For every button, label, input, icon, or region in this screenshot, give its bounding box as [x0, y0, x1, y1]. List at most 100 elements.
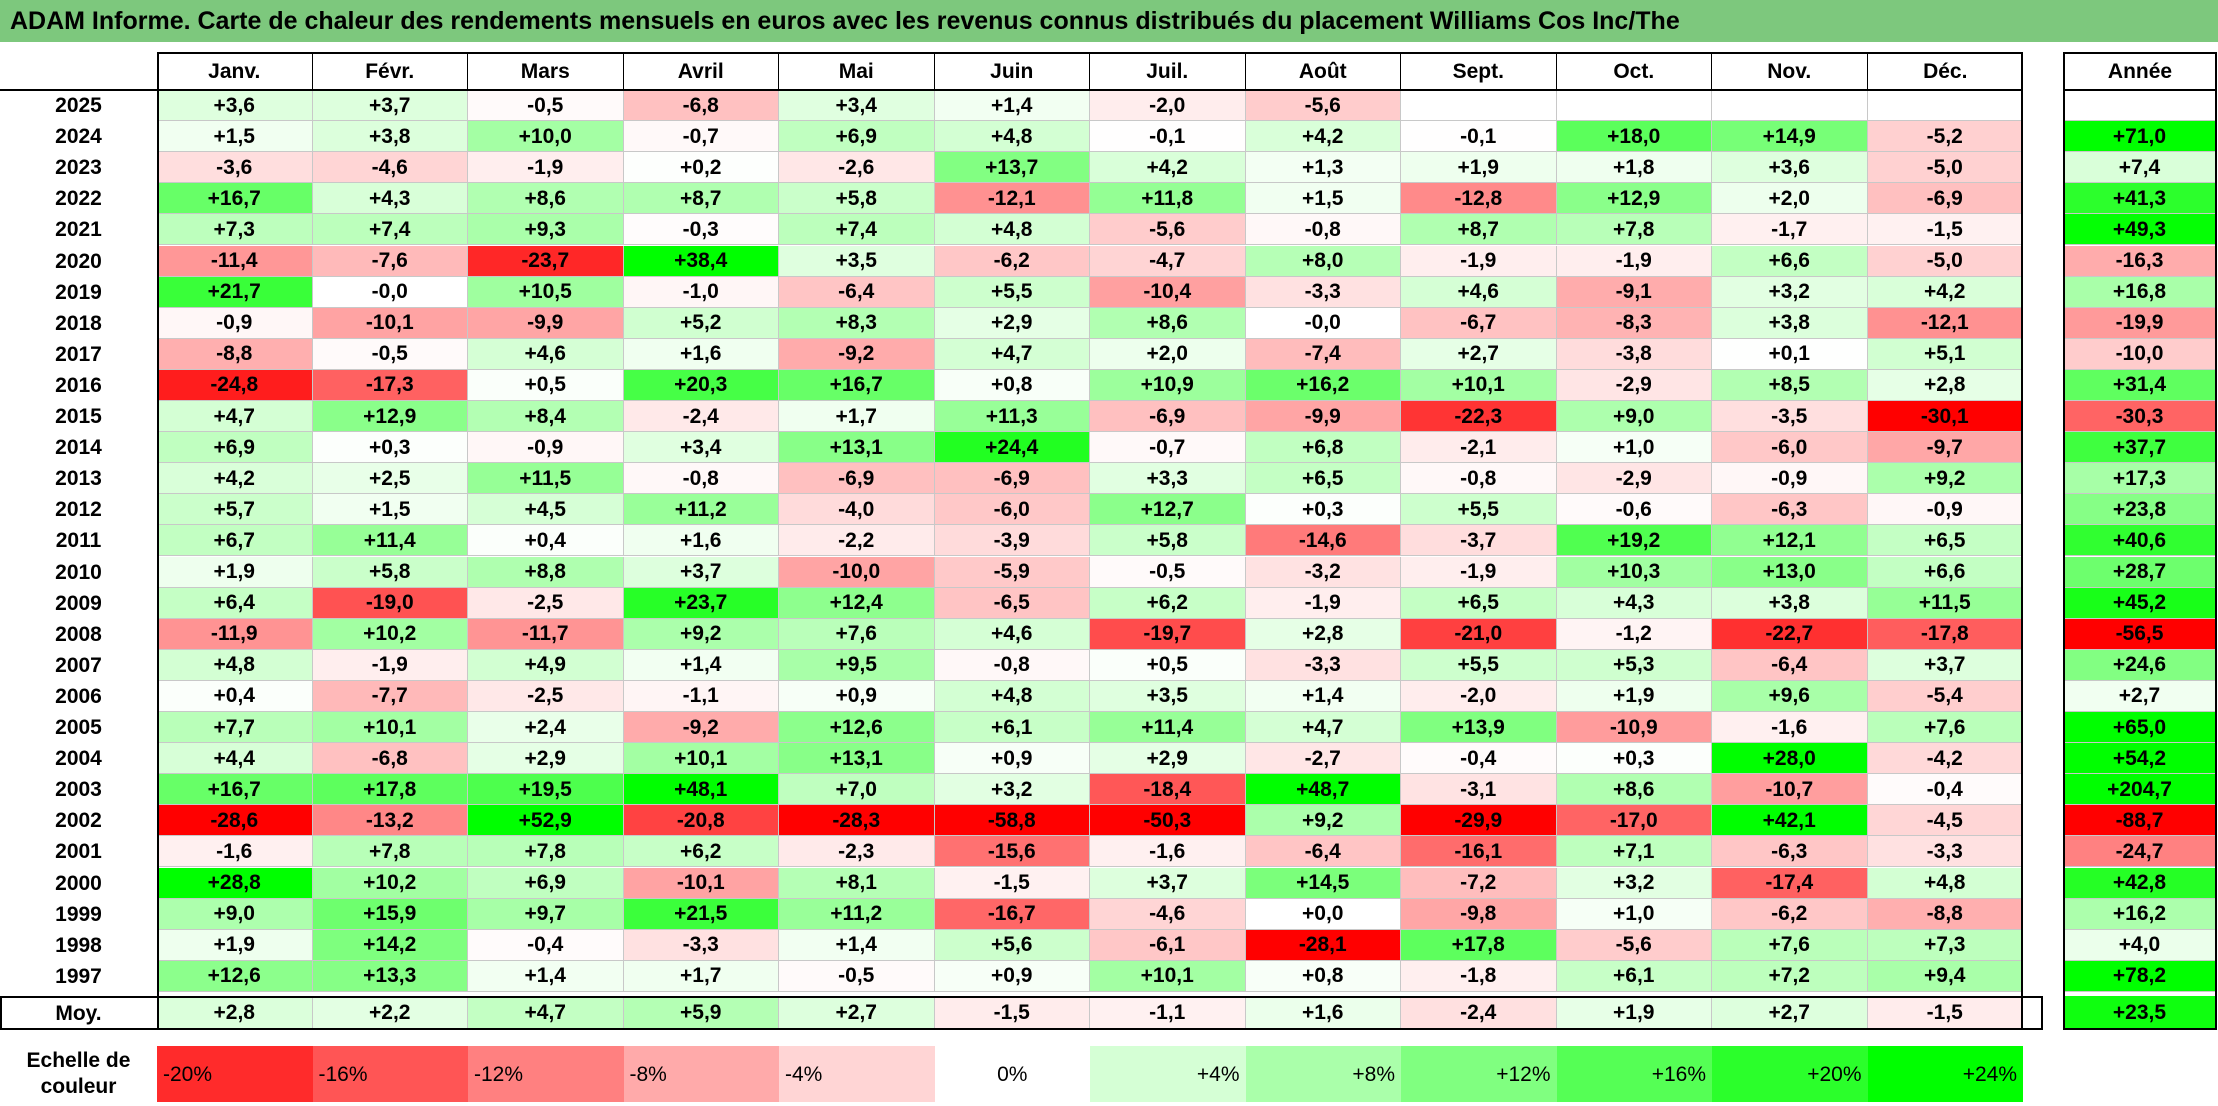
heatmap-cell: -8,8	[1867, 898, 2023, 930]
heatmap-cell: +12,9	[312, 401, 468, 433]
scale-swatch: -12%	[468, 1046, 624, 1102]
heatmap-cell: +10,2	[312, 618, 468, 650]
year-label: 2000	[0, 867, 157, 899]
heatmap-cell: +2,0	[1090, 338, 1246, 370]
heatmap-cell: +4,5	[468, 494, 624, 526]
heatmap-cell: +38,4	[623, 245, 779, 277]
heatmap-cell: +10,0	[468, 121, 624, 153]
year-label: 2012	[0, 494, 157, 526]
average-cell: +2,2	[312, 996, 468, 1030]
heatmap-cell: -3,6	[157, 152, 313, 184]
heatmap-cell: +8,4	[468, 401, 624, 433]
year-label: 2004	[0, 743, 157, 775]
heatmap-cell: +10,1	[1090, 960, 1246, 992]
average-cell: +2,7	[1712, 996, 1868, 1030]
annual-cell: +17,3	[2063, 463, 2217, 495]
average-cell: +2,8	[157, 996, 313, 1030]
heatmap-cell: +48,1	[623, 774, 779, 806]
heatmap-cell: +1,5	[1245, 183, 1401, 215]
heatmap-cell: -6,5	[934, 587, 1090, 619]
heatmap-cell: +0,3	[1556, 743, 1712, 775]
heatmap-cell: -5,9	[934, 556, 1090, 588]
heatmap-cell: -1,6	[157, 836, 313, 868]
heatmap-cell: -6,4	[1245, 836, 1401, 868]
heatmap-cell: +6,5	[1867, 525, 2023, 557]
heatmap-cell: -17,8	[1867, 618, 2023, 650]
heatmap-cell: +0,5	[468, 369, 624, 401]
heatmap-cell: +13,1	[779, 432, 935, 464]
month-header: Févr.	[312, 52, 468, 90]
heatmap-cell: +5,8	[1090, 525, 1246, 557]
heatmap-cell: +1,4	[934, 90, 1090, 122]
annual-cell: +31,4	[2063, 369, 2217, 401]
heatmap-cell: -24,8	[157, 369, 313, 401]
month-header: Oct.	[1556, 52, 1712, 90]
heatmap-cell: +3,5	[1090, 680, 1246, 712]
heatmap-cell: +4,6	[1401, 276, 1557, 308]
heatmap-cell: -5,2	[1867, 121, 2023, 153]
average-cell: +5,9	[623, 996, 779, 1030]
annual-cell: -16,3	[2063, 245, 2217, 277]
heatmap-cell: +14,2	[312, 929, 468, 961]
annual-cell: -19,9	[2063, 307, 2217, 339]
heatmap-cell: -6,1	[1090, 929, 1246, 961]
average-cell: +1,9	[1556, 996, 1712, 1030]
heatmap-cell: +12,4	[779, 587, 935, 619]
heatmap-cell: +4,8	[934, 680, 1090, 712]
heatmap-cell: +1,6	[623, 338, 779, 370]
heatmap-cell: +23,7	[623, 587, 779, 619]
annual-cell: -30,3	[2063, 401, 2217, 433]
heatmap-cell: +7,3	[1867, 929, 2023, 961]
year-label: 2003	[0, 774, 157, 806]
annual-cell: +24,6	[2063, 649, 2217, 681]
heatmap-cell: +7,4	[312, 214, 468, 246]
annual-cell: -56,5	[2063, 618, 2217, 650]
heatmap-cell: +1,9	[1401, 152, 1557, 184]
heatmap-cell: -7,6	[312, 245, 468, 277]
heatmap-cell: +3,4	[779, 90, 935, 122]
heatmap-cell: +0,9	[934, 743, 1090, 775]
year-label: 2013	[0, 463, 157, 495]
heatmap-cell: +10,1	[312, 712, 468, 744]
heatmap-cell: +10,3	[1556, 556, 1712, 588]
heatmap-cell: -0,8	[934, 649, 1090, 681]
heatmap-cell: +1,9	[157, 556, 313, 588]
heatmap-cell: -9,9	[1245, 401, 1401, 433]
heatmap-cell: +8,6	[1556, 774, 1712, 806]
heatmap-cell: -1,2	[1556, 618, 1712, 650]
heatmap-cell: -5,0	[1867, 245, 2023, 277]
heatmap-cell: +0,2	[623, 152, 779, 184]
heatmap-cell: -15,6	[934, 836, 1090, 868]
heatmap-cell: -1,9	[1556, 245, 1712, 277]
heatmap-cell: +24,4	[934, 432, 1090, 464]
year-label: 2024	[0, 121, 157, 153]
heatmap-cell: +5,2	[623, 307, 779, 339]
heatmap-cell: -5,0	[1867, 152, 2023, 184]
heatmap-cell: -10,1	[312, 307, 468, 339]
heatmap-cell: +4,3	[312, 183, 468, 215]
heatmap-cell: +6,2	[623, 836, 779, 868]
heatmap-cell: -1,9	[1245, 587, 1401, 619]
year-label: 1998	[0, 929, 157, 961]
heatmap-cell: -5,6	[1090, 214, 1246, 246]
month-header: Août	[1245, 52, 1401, 90]
heatmap-cell: -2,9	[1556, 369, 1712, 401]
year-label: 2009	[0, 587, 157, 619]
heatmap-cell: +5,3	[1556, 649, 1712, 681]
heatmap-cell: -19,7	[1090, 618, 1246, 650]
annual-cell: +71,0	[2063, 121, 2217, 153]
heatmap-cell: -0,4	[1401, 743, 1557, 775]
heatmap-cell: +2,8	[1245, 618, 1401, 650]
heatmap-cell: -3,2	[1245, 556, 1401, 588]
heatmap-cell: -1,5	[934, 867, 1090, 899]
heatmap-cell: +4,2	[1867, 276, 2023, 308]
heatmap-cell: -0,9	[468, 432, 624, 464]
heatmap-cell: -12,8	[1401, 183, 1557, 215]
heatmap-cell: -9,1	[1556, 276, 1712, 308]
heatmap-cell: -1,1	[623, 680, 779, 712]
heatmap-cell: +18,0	[1556, 121, 1712, 153]
heatmap-cell: +1,7	[623, 960, 779, 992]
heatmap-cell: -58,8	[934, 805, 1090, 837]
heatmap-cell: +9,7	[468, 898, 624, 930]
heatmap-cell: +0,5	[1090, 649, 1246, 681]
